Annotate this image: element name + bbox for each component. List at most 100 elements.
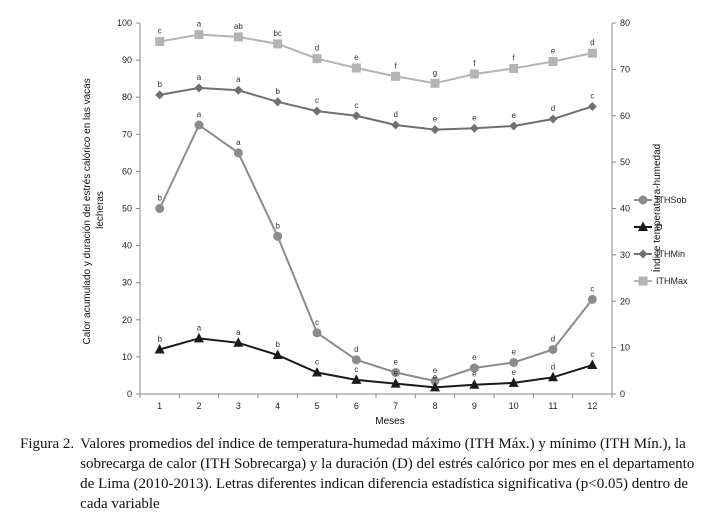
data-label-ithsob: c — [315, 318, 319, 327]
series-line-ithmax — [159, 33, 593, 85]
data-label-ithmin: b — [157, 80, 162, 89]
y-right-tick-label: 60 — [620, 111, 630, 121]
y-right-tick-label: 80 — [620, 18, 630, 28]
data-point-ithmin — [233, 85, 243, 95]
data-label-ithmin: b — [275, 87, 280, 96]
data-point-ithmax — [587, 48, 597, 58]
data-label-ithmax: d — [315, 44, 319, 53]
data-label-d: c — [315, 357, 319, 366]
x-tick-label: 1 — [157, 401, 162, 411]
data-label-ithsob: e — [511, 347, 516, 356]
data-point-ithmin — [351, 111, 361, 121]
data-label-ithsob: e — [433, 366, 438, 375]
data-point-ithmin — [155, 90, 165, 100]
x-tick-label: 8 — [432, 401, 437, 411]
data-point-ithmin — [273, 97, 283, 107]
data-label-d: e — [472, 370, 477, 379]
data-point-ithmin — [469, 123, 479, 133]
series-line-ithmin — [159, 86, 593, 131]
y-axis-left-title-line2: lecheras — [95, 191, 106, 229]
data-point-ithmin — [312, 106, 322, 116]
x-tick-label: 10 — [509, 401, 519, 411]
y-axis-left-title-line1: Calor acumulado y duración del estrés ca… — [82, 78, 93, 344]
x-tick-label: 12 — [587, 401, 597, 411]
data-label-ithsob: a — [236, 138, 241, 147]
series-line-ithsob — [158, 123, 594, 383]
data-label-ithsob: a — [197, 110, 202, 119]
data-point-d — [154, 343, 165, 354]
data-point-ithsob — [155, 204, 165, 213]
data-label-ithmax: e — [551, 46, 556, 55]
data-label-ithmax: f — [395, 61, 398, 70]
data-label-d: a — [236, 328, 241, 337]
y-right-tick-label: 50 — [620, 157, 630, 167]
data-point-ithmin — [548, 114, 558, 124]
data-point-ithsob — [430, 376, 440, 386]
y-left-tick-label: 0 — [127, 389, 132, 399]
x-tick-label: 5 — [314, 401, 319, 411]
data-label-ithmin: e — [511, 111, 516, 120]
data-label-ithmin: c — [315, 96, 319, 105]
y-right-tick-label: 40 — [620, 204, 630, 214]
data-point-d — [351, 374, 362, 384]
legend-item-ithmax: ITHMax — [634, 276, 688, 286]
data-point-ithmax — [430, 78, 440, 88]
legend-marker — [638, 221, 648, 231]
data-label-d: c — [354, 365, 358, 374]
caption-text: Valores promedios del índice de temperat… — [80, 436, 695, 512]
x-tick-label: 3 — [236, 401, 241, 411]
data-label-ithmax: f — [473, 59, 476, 68]
data-label-d: d — [551, 362, 555, 371]
data-point-ithsob — [509, 357, 519, 367]
data-point-d — [272, 349, 283, 360]
data-point-ithmax — [469, 69, 479, 79]
data-point-ithmax — [233, 32, 243, 42]
data-label-ithsob: e — [393, 357, 398, 366]
data-point-ithmax — [509, 63, 519, 73]
data-point-ithmax — [548, 56, 558, 66]
data-point-d — [312, 366, 322, 377]
chart-legend: ITHSob D ITHMin ITHMax — [634, 195, 688, 286]
data-label-ithmin: d — [551, 104, 555, 113]
y-left-tick-label: 80 — [122, 92, 132, 102]
legend-label: ITHMin — [656, 249, 685, 259]
data-point-ithsob — [469, 363, 479, 373]
chart: 0 10 20 30 40 50 60 70 80 90 100 0 10 20 30 40 50 60 70 80 1… — [82, 18, 688, 427]
legend-label: ITHSob — [656, 195, 687, 205]
data-point-ithsob — [233, 148, 243, 158]
data-point-ithsob — [273, 231, 283, 241]
data-point-ithsob — [351, 355, 361, 365]
data-label-ithsob: e — [472, 353, 477, 362]
legend-marker — [638, 195, 648, 205]
data-point-d — [548, 371, 558, 382]
data-point-ithmin — [391, 120, 401, 130]
data-label-ithmax: a — [197, 20, 202, 29]
y-right-tick-label: 30 — [620, 250, 630, 260]
caption-label: Figura 2. — [20, 436, 75, 452]
data-label-ithsob: d — [551, 334, 555, 343]
data-point-ithmin — [587, 101, 597, 111]
data-point-ithmax — [155, 37, 165, 47]
y-right-tick-label: 10 — [620, 343, 630, 353]
data-label-ithmax: bc — [273, 29, 281, 38]
data-point-d — [508, 377, 519, 387]
data-label-ithsob: d — [354, 345, 358, 354]
figure-caption: Figura 2. Valores promedios del índice d… — [20, 434, 700, 514]
data-point-d — [194, 332, 204, 343]
legend-item-d: D — [634, 221, 663, 232]
data-label-ithmin: a — [236, 75, 241, 84]
data-point-ithmax — [312, 54, 322, 64]
data-point-d — [390, 378, 401, 388]
data-point-ithsob — [587, 294, 597, 304]
y-left-tick-label: 20 — [122, 315, 132, 325]
data-label-ithmin: e — [472, 113, 477, 122]
data-point-d — [469, 379, 480, 389]
y-left-tick-label: 30 — [122, 278, 132, 288]
data-label-d: a — [197, 323, 202, 332]
y-axis-left-title: Calor acumulado y duración del estrés ca… — [82, 75, 106, 344]
series-line-d — [159, 337, 593, 389]
data-label-ithmax: f — [513, 53, 516, 62]
legend-item-ithmin: ITHMin — [634, 249, 685, 259]
